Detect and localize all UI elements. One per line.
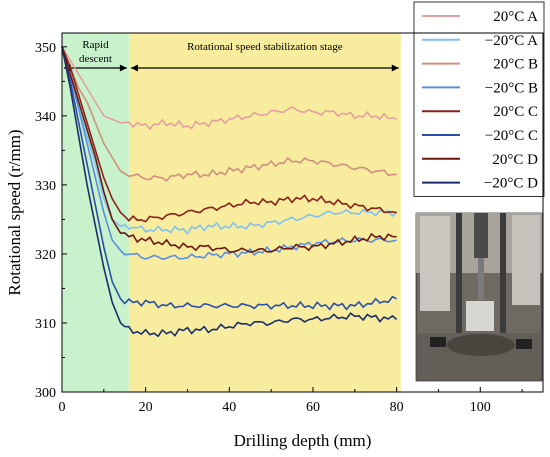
y-tick-label-2: 320 [35, 248, 56, 263]
x-tick-label-5: 100 [470, 400, 491, 415]
legend-label-6: 20°C D [492, 152, 538, 168]
inset-door [420, 216, 450, 311]
legend: 20°C A −20°C A 20°C B −20°C B 20°C C −20°C C 2… [413, 1, 545, 197]
inset-drill-bit [478, 258, 484, 300]
series-line-6 [61, 46, 397, 254]
y-tick-label-3: 330 [35, 179, 56, 194]
inset-column-right [500, 213, 506, 333]
y-tick-label-5: 350 [35, 41, 56, 56]
stage-label-0-line-0: Rapid [82, 39, 109, 51]
y-axis: 300 310 320 330 340 350 [35, 41, 67, 401]
legend-label-1: −20°C A [485, 33, 538, 49]
legend-label-7: −20°C D [484, 176, 538, 192]
x-axis-title: Drilling depth (mm) [234, 431, 372, 450]
y-tick-label-4: 340 [35, 110, 56, 125]
stage-label-0-line-1: descent [79, 53, 112, 65]
stage-label-1: Rotational speed stabilization stage [187, 41, 343, 53]
inset-column-left [456, 213, 462, 333]
legend-label-4: 20°C C [493, 104, 538, 120]
series-line-1 [61, 46, 398, 235]
inset-panel [512, 215, 540, 305]
x-tick-label-4: 80 [390, 400, 404, 415]
series-line-4 [61, 46, 397, 223]
x-tick-label-3: 60 [306, 400, 320, 415]
legend-label-2: 20°C B [493, 57, 538, 73]
x-axis: 0 20 40 60 80 100 [59, 387, 523, 415]
inset-sensor-left [430, 337, 446, 347]
stage-arrowhead-left-1 [130, 64, 138, 72]
series-line-2 [61, 46, 397, 182]
series-line-3 [61, 46, 397, 261]
plot-frame [61, 32, 544, 393]
x-tick-label-0: 0 [59, 400, 66, 415]
series-line-5 [61, 46, 397, 311]
y-tick-label-0: 300 [35, 386, 56, 401]
stage-bands [62, 33, 401, 392]
legend-box [413, 1, 545, 197]
stage-arrowhead-right-0 [119, 64, 127, 72]
inset-spindle-housing [474, 213, 488, 258]
inset-sensor-right [516, 339, 532, 349]
inset-photo [415, 212, 543, 382]
inset-specimen [466, 301, 494, 331]
stage-arrowhead-right-1 [391, 64, 399, 72]
series-line-7 [61, 46, 398, 338]
x-tick-label-1: 20 [139, 400, 153, 415]
y-tick-label-1: 310 [35, 317, 56, 332]
y-axis-title: Rotational speed (r/mm) [5, 129, 24, 295]
legend-label-5: −20°C C [485, 128, 538, 144]
x-tick-label-2: 40 [222, 400, 236, 415]
legend-label-0: 20°C A [493, 9, 538, 25]
stage-band-1 [128, 33, 401, 392]
series-lines [61, 46, 398, 338]
legend-label-3: −20°C B [485, 80, 538, 96]
series-line-0 [61, 46, 397, 131]
